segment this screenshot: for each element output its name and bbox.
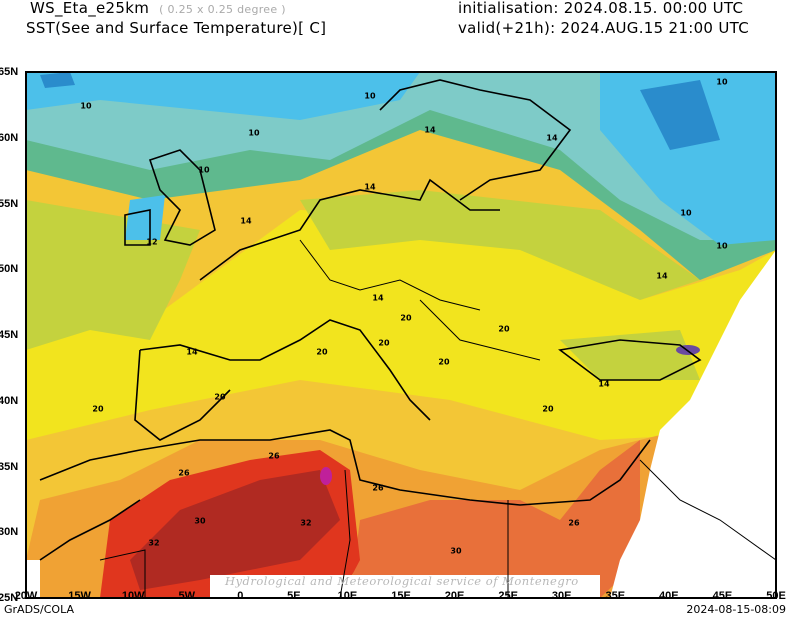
coastlines [39, 79, 702, 561]
lat-tick: 30N [0, 526, 19, 539]
borders [99, 239, 776, 598]
contour-label: 20 [378, 338, 390, 348]
no-data-region [26, 250, 776, 598]
watermark: Hydrological and Meteorological service … [225, 574, 579, 588]
lon-tick: 5W [178, 590, 195, 602]
contour-label: 20 [400, 313, 412, 323]
footer-timestamp: 2024-08-15-08:09 [686, 603, 786, 616]
model-title: WS_Eta_e25km ( 0.25 x 0.25 degree ) [30, 0, 286, 17]
contour-label: 14 [364, 182, 376, 192]
sst-coldspot-purple [676, 345, 700, 355]
contour-label: 10 [680, 208, 692, 218]
contour-label: 10 [80, 101, 92, 111]
contour-label: 20 [542, 404, 554, 414]
lon-tick: 20E [444, 590, 465, 602]
lon-tick: 10W [121, 590, 145, 602]
contour-label: 32 [300, 518, 312, 528]
sst-fill-yellow [26, 210, 776, 440]
contour-label: 12 [146, 237, 158, 247]
contour-label: 20 [438, 357, 450, 367]
contour-label: 26 [268, 451, 280, 461]
lat-tick: 25N [0, 592, 19, 604]
field-title: SST(See and Surface Temperature)[ C] [26, 19, 327, 37]
contour-label: 20 [214, 392, 226, 402]
lat-tick: 65N [0, 66, 19, 78]
contour-label: 20 [92, 404, 104, 414]
lon-tick: 25E [498, 590, 518, 602]
contour-label: 14 [656, 271, 668, 281]
lat-tick: 60N [0, 131, 19, 144]
contour-label: 10 [248, 128, 260, 138]
valid-time: valid(+21h): 2024.AUG.15 21:00 UTC [458, 19, 749, 37]
lon-tick: 20W [14, 590, 38, 602]
lon-tick: 10E [337, 590, 358, 602]
contour-label: 10 [198, 165, 210, 175]
lon-tick: 30E [551, 590, 572, 602]
contour-label: 14 [546, 133, 558, 143]
contour-label: 10 [364, 91, 376, 101]
lon-tick: 15W [68, 590, 91, 602]
lon-tick: 40E [659, 590, 679, 602]
sst-fill-yellowgreen [26, 190, 700, 380]
lat-tick: 40N [0, 394, 19, 407]
lon-tick: 15E [391, 590, 411, 602]
sst-fill-teal [26, 72, 776, 240]
contour-label: 26 [178, 468, 190, 478]
contour-label: 10 [716, 77, 728, 87]
init-time: initialisation: 2024.08.15. 00:00 UTC [458, 0, 744, 17]
resolution: ( 0.25 x 0.25 degree ) [159, 3, 286, 16]
contour-label: 30 [450, 546, 462, 556]
contour-label: 14 [240, 216, 252, 226]
lon-tick: 50E [766, 590, 786, 602]
lon-tick: 0 [237, 590, 244, 602]
contour-label: 20 [498, 324, 510, 334]
contour-label: 26 [568, 518, 580, 528]
contour-label: 30 [194, 516, 206, 526]
sst-hotspot-magenta [320, 467, 332, 485]
model-name: WS_Eta_e25km [30, 0, 150, 17]
lon-tick: 5E [287, 590, 301, 602]
lat-tick: 50N [0, 263, 19, 276]
contour-label: 14 [186, 347, 198, 357]
sst-fill-darkred [130, 470, 340, 590]
contour-label: 20 [316, 347, 328, 357]
contour-label: 14 [598, 379, 610, 389]
contour-label: 14 [372, 293, 384, 303]
lon-tick: 35E [605, 590, 626, 602]
lat-tick: 35N [0, 460, 19, 473]
lat-tick: 55N [0, 197, 19, 210]
lon-tick: 45E [712, 590, 733, 602]
sst-fill-darkorange [350, 440, 640, 598]
footer-credit: GrADS/COLA [4, 603, 74, 616]
contour-label: 32 [148, 538, 160, 548]
plot-frame [25, 71, 777, 599]
lat-tick: 45N [0, 329, 19, 341]
contour-label: 26 [372, 483, 384, 493]
contour-label: 14 [424, 125, 436, 135]
contour-label: 10 [716, 241, 728, 251]
